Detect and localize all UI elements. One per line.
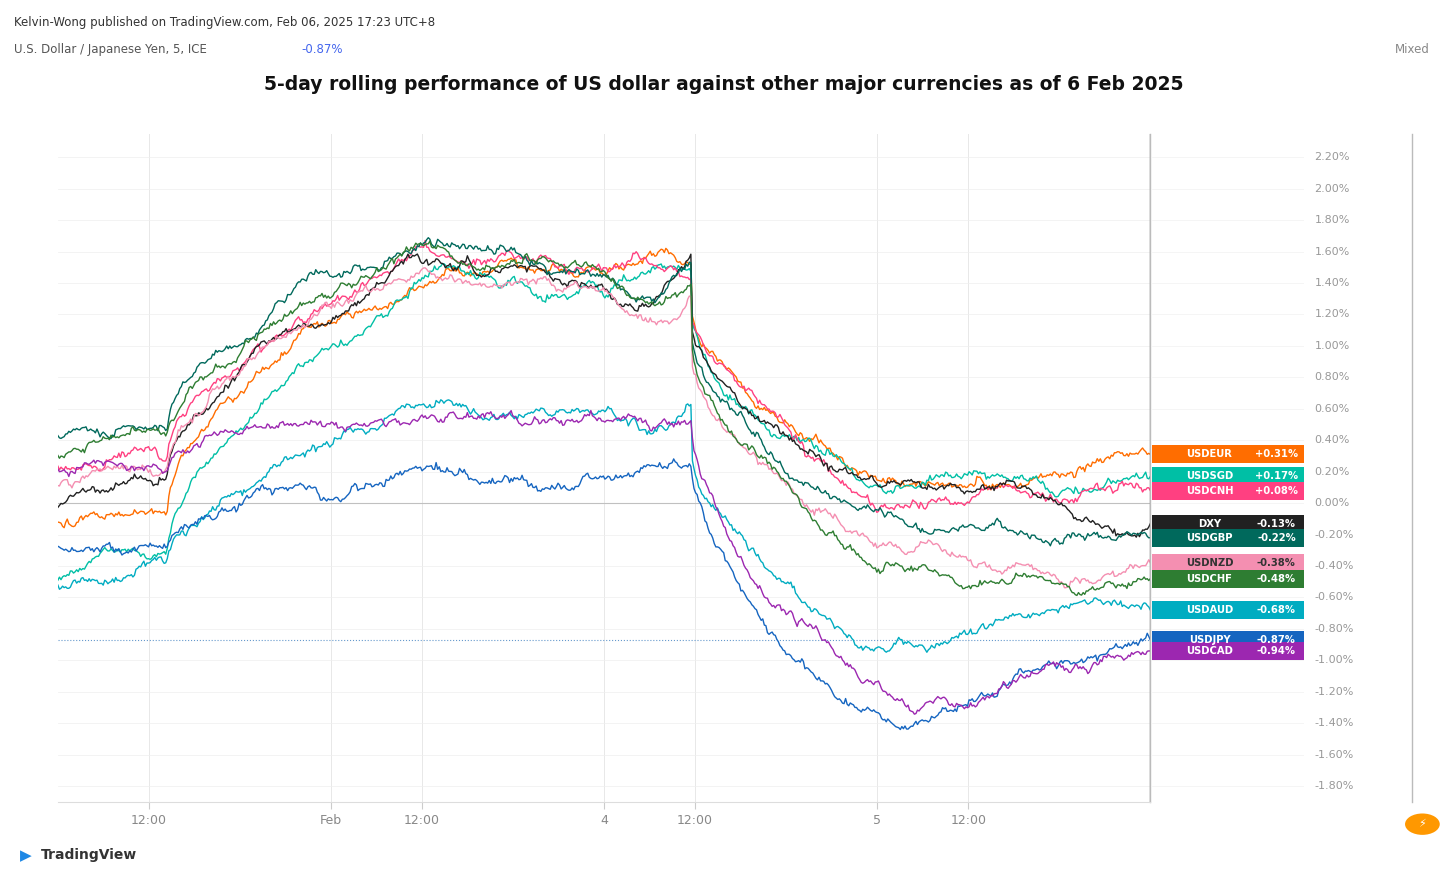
Text: -0.87%: -0.87% bbox=[301, 43, 343, 55]
Text: -0.38%: -0.38% bbox=[1257, 558, 1297, 568]
Text: USDCNH: USDCNH bbox=[1185, 486, 1233, 495]
Text: USDGBP: USDGBP bbox=[1187, 533, 1233, 543]
Text: Mixed: Mixed bbox=[1395, 43, 1430, 55]
Text: ▶: ▶ bbox=[20, 848, 32, 862]
Bar bbox=[1152, 642, 1304, 660]
Text: 1.20%: 1.20% bbox=[1314, 309, 1350, 320]
Bar bbox=[1152, 514, 1304, 533]
Text: 5-day rolling performance of US dollar against other major currencies as of 6 Fe: 5-day rolling performance of US dollar a… bbox=[263, 75, 1184, 94]
Text: TradingView: TradingView bbox=[41, 848, 137, 862]
Text: 0.00%: 0.00% bbox=[1314, 498, 1350, 508]
Text: -0.13%: -0.13% bbox=[1257, 519, 1297, 528]
Text: USDAUD: USDAUD bbox=[1187, 605, 1233, 615]
Bar bbox=[1152, 569, 1304, 588]
Bar bbox=[1152, 631, 1304, 649]
Bar bbox=[1152, 554, 1304, 572]
Bar bbox=[1152, 528, 1304, 547]
Text: -1.40%: -1.40% bbox=[1314, 718, 1354, 728]
Text: U.S. Dollar / Japanese Yen, 5, ICE: U.S. Dollar / Japanese Yen, 5, ICE bbox=[14, 43, 214, 55]
Text: -0.20%: -0.20% bbox=[1314, 529, 1354, 540]
Text: 0.40%: 0.40% bbox=[1314, 436, 1350, 446]
Text: Kelvin-Wong published on TradingView.com, Feb 06, 2025 17:23 UTC+8: Kelvin-Wong published on TradingView.com… bbox=[14, 16, 436, 29]
Text: USDCAD: USDCAD bbox=[1187, 646, 1233, 656]
Bar bbox=[1152, 601, 1304, 619]
Text: -0.94%: -0.94% bbox=[1257, 646, 1297, 656]
Text: 0.80%: 0.80% bbox=[1314, 372, 1350, 382]
Text: 1.40%: 1.40% bbox=[1314, 278, 1350, 288]
Text: -0.68%: -0.68% bbox=[1257, 605, 1297, 615]
Text: 0.60%: 0.60% bbox=[1314, 404, 1350, 413]
Bar bbox=[1152, 468, 1304, 486]
Text: -0.60%: -0.60% bbox=[1314, 593, 1354, 602]
Text: -1.60%: -1.60% bbox=[1314, 749, 1354, 760]
Text: USDSGD: USDSGD bbox=[1187, 471, 1233, 481]
Text: USDCHF: USDCHF bbox=[1187, 574, 1233, 584]
Text: 1.00%: 1.00% bbox=[1314, 341, 1350, 351]
Text: -1.00%: -1.00% bbox=[1314, 656, 1354, 666]
Text: +0.31%: +0.31% bbox=[1255, 449, 1298, 460]
Text: +0.08%: +0.08% bbox=[1255, 486, 1298, 495]
Text: ⚡: ⚡ bbox=[1418, 819, 1427, 830]
Text: 2.00%: 2.00% bbox=[1314, 184, 1350, 193]
Text: USDJPY: USDJPY bbox=[1189, 635, 1230, 645]
Text: 2.20%: 2.20% bbox=[1314, 152, 1350, 162]
Bar bbox=[1152, 481, 1304, 500]
Text: USDNZD: USDNZD bbox=[1185, 558, 1233, 568]
Text: -0.48%: -0.48% bbox=[1257, 574, 1297, 584]
Text: -1.80%: -1.80% bbox=[1314, 781, 1354, 791]
Text: 1.80%: 1.80% bbox=[1314, 215, 1350, 225]
Text: -1.20%: -1.20% bbox=[1314, 687, 1354, 697]
Text: 0.20%: 0.20% bbox=[1314, 467, 1350, 477]
Bar bbox=[1152, 446, 1304, 463]
Text: -0.40%: -0.40% bbox=[1314, 561, 1354, 571]
Text: USDEUR: USDEUR bbox=[1187, 449, 1233, 460]
Text: -0.22%: -0.22% bbox=[1257, 533, 1295, 543]
Text: -0.80%: -0.80% bbox=[1314, 624, 1354, 634]
Text: +0.17%: +0.17% bbox=[1255, 471, 1298, 481]
Text: DXY: DXY bbox=[1198, 519, 1221, 528]
Text: -0.87%: -0.87% bbox=[1257, 635, 1297, 645]
Text: 1.60%: 1.60% bbox=[1314, 247, 1350, 257]
